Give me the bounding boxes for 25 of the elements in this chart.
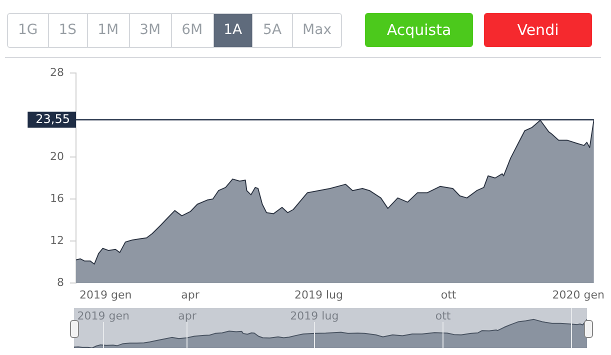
x-tick-label: 2019 gen [77,309,130,322]
text: Vendi [484,13,592,47]
y-tick-label: 16 [50,192,64,205]
text: 1G [8,14,49,47]
text: 3M [130,14,172,47]
ref-line-label: 23,55 [36,112,70,126]
x-tick-label: 2020 gen [552,288,605,302]
x-tick-label: apr [178,309,197,322]
x-tick-label: ott [435,309,452,322]
y-tick-label: 28 [50,66,64,79]
x-tick-label: ott [440,288,457,302]
text: 1S [48,14,88,47]
x-tick-label: apr [181,288,200,302]
y-tick-label: 8 [57,276,64,289]
text: 5A [253,14,293,47]
text: 6M [172,14,214,47]
text: Acquista [365,13,473,47]
x-tick-label: 2019 lug [294,288,343,302]
x-tick-label: 2019 lug [290,309,339,322]
text: 1A [214,14,254,47]
y-tick-label: 12 [50,234,64,247]
text: Max [302,21,332,40]
text: 1M [88,14,130,47]
y-tick-label: 20 [50,150,64,163]
x-tick-label: 2019 gen [80,288,132,302]
